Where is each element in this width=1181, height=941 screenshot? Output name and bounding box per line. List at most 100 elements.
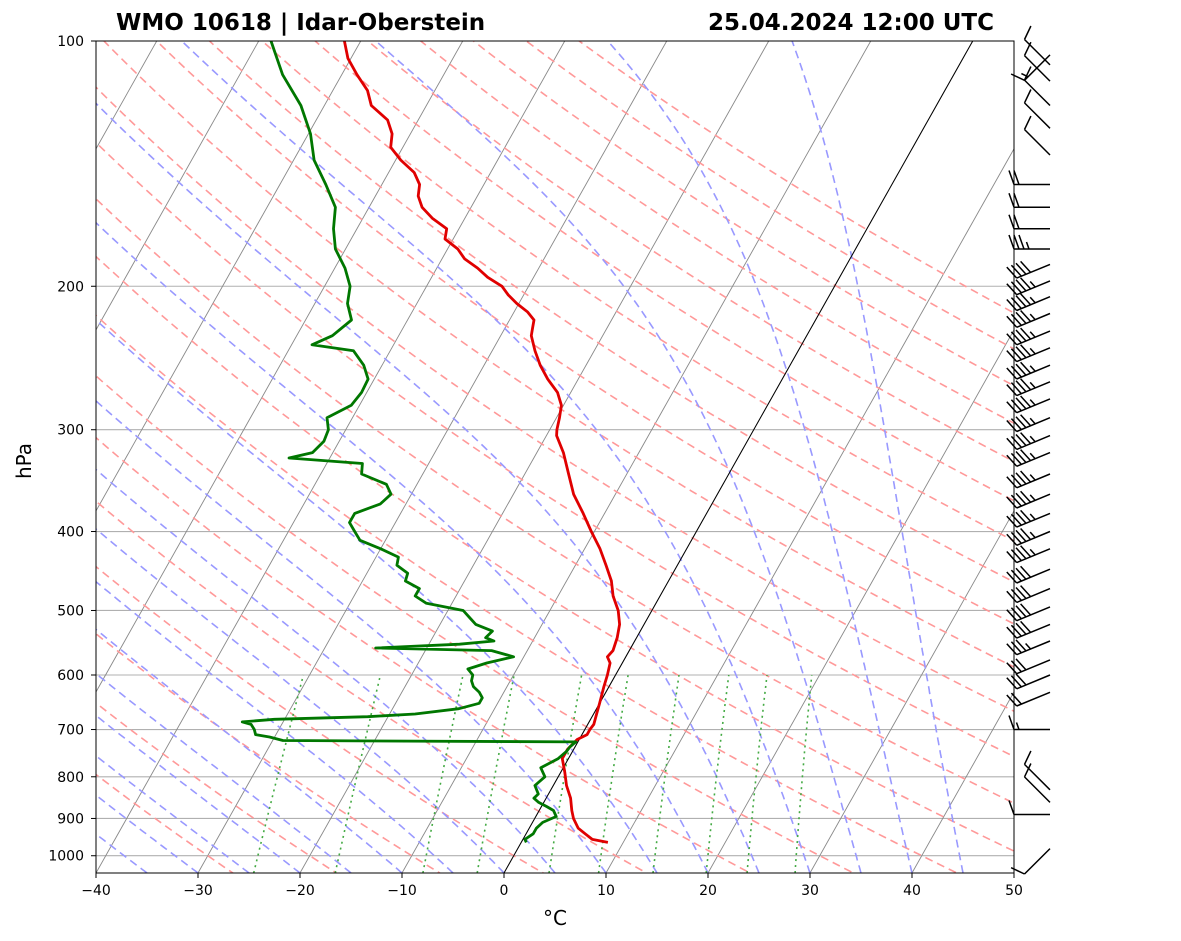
zero-isotherm-line (503, 41, 974, 873)
wind-barb (1006, 432, 1051, 451)
x-tick-label: 30 (801, 883, 819, 899)
isotherm-line (96, 41, 260, 331)
wind-barb (1006, 470, 1051, 489)
moist-adiabat-line (96, 628, 403, 873)
y-tick-label: 1000 (48, 849, 84, 865)
y-tick-label: 400 (57, 525, 84, 541)
wind-barb (1023, 25, 1051, 66)
wind-barb (1006, 509, 1051, 528)
wind-barbs (1006, 25, 1051, 875)
y-tick-label: 800 (57, 770, 84, 786)
wind-barb (1006, 378, 1051, 397)
isotherm-line (707, 328, 1014, 873)
isotherm-line (96, 41, 464, 693)
x-tick-label: 40 (903, 883, 921, 899)
wind-barb (1006, 673, 1051, 690)
wind-barb (1006, 603, 1051, 622)
wind-barb (1006, 585, 1051, 604)
wind-barb (1008, 193, 1050, 209)
x-axis-label: °C (543, 906, 567, 930)
dewpoint-profile-line (240, 41, 578, 843)
y-axis-label: hPa (12, 443, 36, 479)
dry-adiabat-line (261, 41, 1014, 542)
y-tick-label: 500 (57, 603, 84, 619)
wind-barb (1006, 565, 1051, 584)
wind-barb (1006, 260, 1051, 279)
x-tick-label: −30 (183, 883, 213, 899)
dry-adiabat-line (155, 41, 1014, 625)
moist-adiabat-line (791, 41, 964, 873)
wind-barb (1023, 750, 1051, 791)
moist-adiabat-line (96, 794, 199, 873)
x-tick-label: 0 (500, 883, 509, 899)
wind-barb (1008, 800, 1050, 816)
wind-barb (1006, 414, 1051, 433)
moist-adiabat-line (96, 672, 352, 873)
wind-barb (1008, 715, 1050, 731)
moist-adiabat-line (607, 41, 913, 873)
wind-barb (1010, 54, 1051, 81)
zero-degree-isotherm (503, 41, 974, 873)
dry-adiabat-line (96, 197, 1014, 805)
moist-adiabat-line (96, 754, 250, 873)
dry-adiabat-line (96, 255, 1014, 852)
y-tick-label: 600 (57, 668, 84, 684)
y-tick-label: 100 (57, 34, 84, 50)
wind-barb (1006, 344, 1051, 363)
moist-adiabat-line (96, 714, 301, 873)
wind-barb (1006, 620, 1051, 639)
chart-title-station: WMO 10618 | Idar-Oberstein (116, 10, 485, 36)
wind-barb (1006, 527, 1051, 546)
wind-barb (1006, 545, 1051, 564)
wind-barb (1006, 639, 1051, 656)
dry-adiabat-line (208, 41, 1014, 583)
sounding-profiles (240, 41, 621, 844)
moist-adiabat-line (96, 102, 760, 873)
wind-barb (1023, 115, 1051, 156)
dry-adiabat-line (102, 41, 1014, 668)
chart-title-datetime: 25.04.2024 12:00 UTC (708, 10, 994, 36)
moist-adiabat-line (375, 41, 862, 873)
moist-adiabat-line (96, 221, 709, 873)
wind-barb (1006, 395, 1051, 414)
x-tick-label: −20 (285, 883, 315, 899)
moist-adiabat-line (96, 399, 607, 873)
wind-barb (1023, 89, 1051, 129)
moist-adiabats (96, 41, 964, 873)
wind-barb (1006, 449, 1051, 467)
x-axis-ticks: −40 −30 −20 −10 0 10 20 30 40 50 (81, 873, 1023, 899)
wind-barb (1010, 848, 1051, 875)
isotherm-line (809, 509, 1014, 873)
dry-adiabat-line (96, 374, 856, 873)
dry-adiabat-line (419, 41, 1014, 425)
moist-adiabat-line (181, 41, 811, 873)
y-tick-label: 200 (57, 279, 84, 295)
dry-adiabat-line (96, 86, 1014, 713)
y-tick-label: 700 (57, 723, 84, 739)
wind-barb (1006, 293, 1051, 312)
wind-barb (1008, 214, 1050, 230)
wind-barb (1006, 309, 1051, 328)
wind-barb (1008, 170, 1050, 186)
temperature-profile-line (343, 41, 621, 844)
x-tick-label: 20 (699, 883, 717, 899)
moist-adiabat-line (96, 319, 658, 873)
isotherm-line (605, 147, 1014, 873)
isotherm-line (96, 41, 566, 873)
isotherm-line (911, 691, 1014, 873)
wind-barb (1006, 658, 1051, 675)
wind-barb (1006, 691, 1051, 707)
y-tick-label: 900 (57, 811, 84, 827)
wind-barb (1006, 361, 1051, 380)
isotherm-line (96, 41, 362, 512)
dry-adiabat-line (577, 41, 1014, 314)
x-tick-label: −10 (387, 883, 417, 899)
dry-adiabat-line (96, 141, 1014, 758)
isotherm-line (197, 41, 668, 873)
x-tick-label: 50 (1005, 883, 1023, 899)
wind-barb (1006, 327, 1051, 346)
y-axis-ticks: 1000 900 800 700 600 500 400 300 200 100 (48, 34, 96, 865)
x-tick-label: −40 (81, 883, 111, 899)
